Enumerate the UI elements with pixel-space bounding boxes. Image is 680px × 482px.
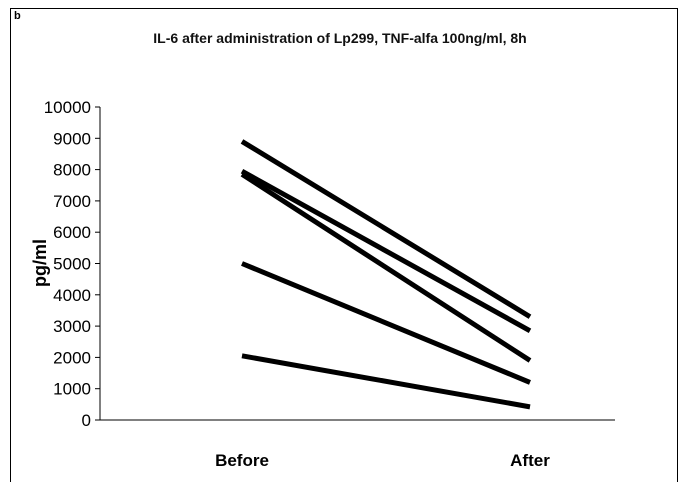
panel-label: b [14,10,21,22]
y-tick-label: 3000 [53,317,91,336]
y-axis: 0 1000 2000 3000 4000 5000 6000 7000 8000 9000 100… [44,98,101,430]
x-category-label: Before [215,451,269,470]
chart-title: IL-6 after administration of Lp299, TNF-… [153,30,527,46]
series-line [240,172,532,363]
series-lines [240,139,532,410]
y-tick-label: 8000 [53,161,91,180]
y-tick-label: 7000 [53,192,91,211]
y-tick-label: 1000 [53,380,91,399]
series-line [241,261,531,385]
y-tick-label: 6000 [53,223,91,242]
y-tick-label: 5000 [53,255,91,274]
x-category-label: After [510,451,550,470]
y-axis-title: pg/ml [30,239,50,287]
y-tick-label: 0 [82,411,91,430]
figure-frame [10,8,678,482]
series-line [241,353,531,410]
series-line [240,168,532,333]
x-axis: Before After [100,419,615,470]
series-line [240,139,532,319]
y-tick-label: 9000 [53,129,91,148]
y-tick-label: 2000 [53,348,91,367]
y-tick-label: 10000 [44,98,91,117]
y-tick-label: 4000 [53,286,91,305]
